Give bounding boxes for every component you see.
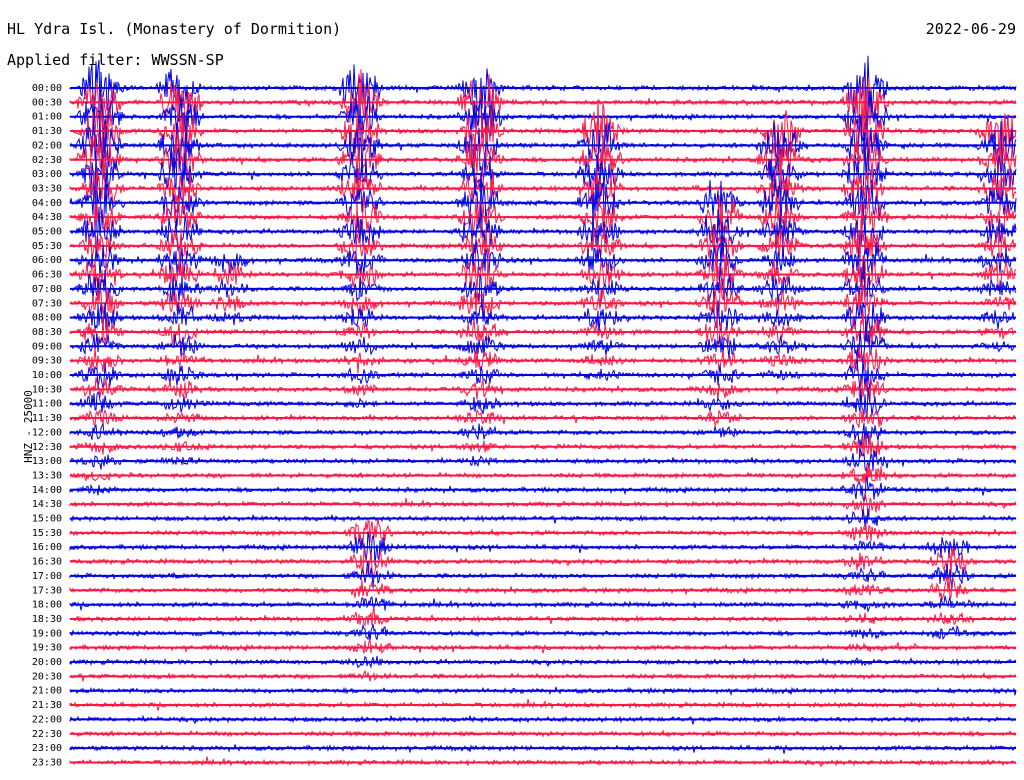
time-label-2330: 23:30 [32, 757, 62, 768]
time-label-1100: 11:00 [32, 399, 62, 410]
trace-row-1330 [69, 464, 1017, 484]
time-label-0900: 09:00 [32, 341, 62, 352]
time-label-2030: 20:30 [32, 671, 62, 682]
time-label-0300: 03:00 [32, 169, 62, 180]
time-label-1600: 16:00 [32, 542, 62, 553]
time-label-0000: 00:00 [32, 83, 62, 94]
trace-row-0330 [69, 158, 1017, 214]
time-label-2300: 23:00 [32, 743, 62, 754]
time-label-1030: 10:30 [32, 384, 62, 395]
time-label-0230: 02:30 [32, 155, 62, 166]
time-label-1300: 13:00 [32, 456, 62, 467]
trace-row-1830 [69, 606, 1017, 627]
time-label-0700: 07:00 [32, 284, 62, 295]
time-label-1000: 10:00 [32, 370, 62, 381]
station-title: HL Ydra Isl. (Monastery of Dormition) [7, 20, 342, 38]
time-label-1500: 15:00 [32, 514, 62, 525]
time-label-2200: 22:00 [32, 714, 62, 725]
time-label-1830: 18:30 [32, 614, 62, 625]
time-label-1730: 17:30 [32, 585, 62, 596]
trace-row-1300 [69, 448, 1017, 472]
time-label-1330: 13:30 [32, 470, 62, 481]
time-label-0530: 05:30 [32, 241, 62, 252]
time-label-0630: 06:30 [32, 270, 62, 281]
trace-row-0400 [69, 172, 1017, 233]
time-label-0200: 02:00 [32, 140, 62, 151]
time-label-0330: 03:30 [32, 183, 62, 194]
time-label-2000: 20:00 [32, 657, 62, 668]
time-label-1530: 15:30 [32, 528, 62, 539]
time-label-1900: 19:00 [32, 628, 62, 639]
time-label-1400: 14:00 [32, 485, 62, 496]
time-label-0030: 00:30 [32, 97, 62, 108]
trace-row-1530 [69, 518, 1017, 545]
time-label-0730: 07:30 [32, 298, 62, 309]
time-label-0100: 01:00 [32, 112, 62, 123]
time-label-2130: 21:30 [32, 700, 62, 711]
time-label-0600: 06:00 [32, 255, 62, 266]
time-label-1700: 17:00 [32, 571, 62, 582]
trace-row-1800 [69, 595, 1017, 614]
time-label-1800: 18:00 [32, 600, 62, 611]
filter-label: Applied filter: WWSSN-SP [7, 51, 224, 69]
time-label-0830: 08:30 [32, 327, 62, 338]
time-label-1130: 11:30 [32, 413, 62, 424]
trace-row-1230 [69, 433, 1017, 459]
trace-row-0730 [69, 279, 1017, 320]
time-label-1930: 19:30 [32, 643, 62, 654]
trace-row-1500 [69, 508, 1017, 527]
time-label-1430: 14:30 [32, 499, 62, 510]
time-label-0400: 04:00 [32, 198, 62, 209]
record-date: 2022-06-29 [925, 20, 1016, 38]
trace-row-1200 [69, 421, 1017, 449]
time-label-0500: 05:00 [32, 227, 62, 238]
time-label-0130: 01:30 [32, 126, 62, 137]
time-label-2100: 21:00 [32, 686, 62, 697]
time-label-1230: 12:30 [32, 442, 62, 453]
time-label-1200: 12:00 [32, 427, 62, 438]
trace-row-2330 [69, 756, 1017, 768]
trace-row-1700 [69, 560, 1017, 589]
time-label-0430: 04:30 [32, 212, 62, 223]
time-label-2230: 22:30 [32, 729, 62, 740]
trace-row-0900 [69, 321, 1017, 363]
time-label-1630: 16:30 [32, 557, 62, 568]
time-label-0800: 08:00 [32, 313, 62, 324]
time-label-0930: 09:30 [32, 356, 62, 367]
